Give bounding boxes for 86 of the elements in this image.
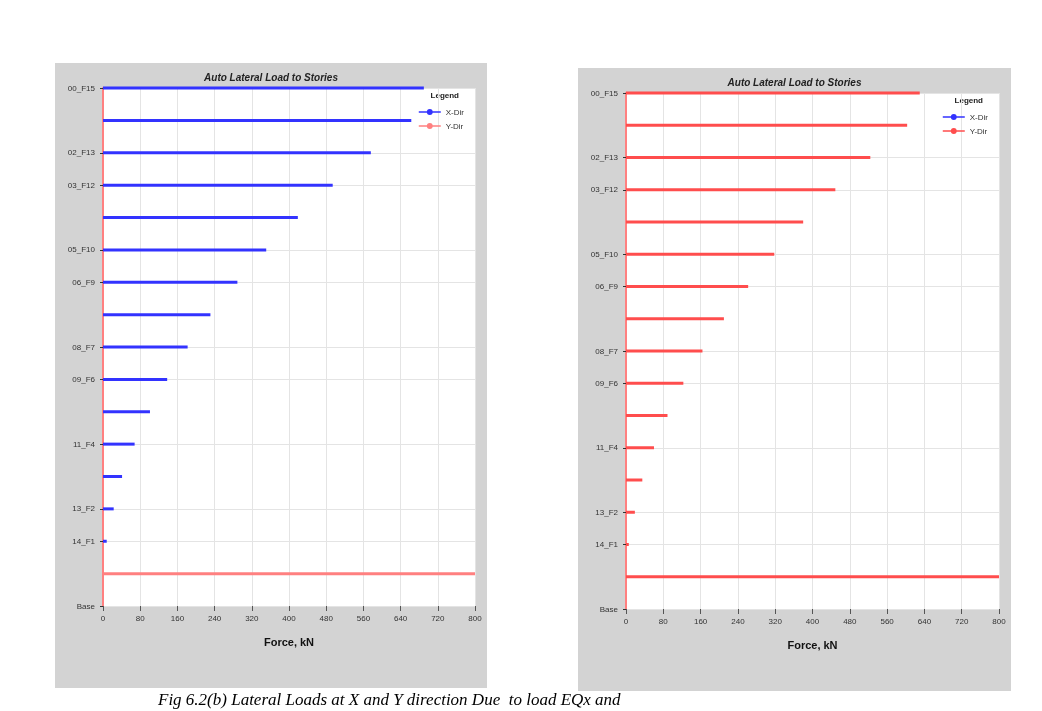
y-tick-label: 14_F1	[595, 540, 619, 549]
y-tick-label: 03_F12	[590, 185, 619, 195]
bar	[103, 507, 114, 511]
bar	[103, 410, 150, 414]
y-tick-label: 02_F13	[67, 148, 96, 158]
bar	[626, 156, 871, 159]
y-tick-label: 14_F1	[72, 536, 96, 546]
caption: Fig 6.2(b) Lateral Loads at X and Y direction Due to load EQx and	[158, 690, 621, 710]
y-tick-label: 02_F13	[590, 153, 619, 162]
bar	[626, 510, 635, 514]
legend-label: X-Dir	[969, 112, 989, 122]
y-tick-label: Base	[76, 601, 96, 611]
x-tick-label: 560	[356, 613, 371, 623]
legend-title: Legend	[430, 90, 460, 100]
x-tick-label: 160	[693, 616, 708, 626]
x-axis-title: Force, kN	[787, 638, 838, 651]
bar	[626, 285, 749, 288]
x-tick-label: 720	[431, 613, 446, 623]
x-tick-label: 240	[731, 616, 746, 626]
bar	[103, 183, 333, 187]
y-tick-label: 03_F12	[67, 180, 96, 190]
y-tick-label: 09_F6	[595, 378, 619, 388]
bar	[626, 381, 684, 385]
x-tick-label: 400	[282, 613, 297, 623]
y-tick-label: 13_F2	[72, 504, 96, 514]
y-tick-label: 08_F7	[595, 346, 619, 356]
bar	[626, 317, 724, 321]
x-tick-label: 320	[245, 613, 260, 623]
legend-label: Y-Dir	[445, 121, 464, 131]
bar	[626, 543, 629, 546]
y-tick-label: 05_F10	[590, 249, 619, 259]
bar	[626, 575, 999, 579]
x-tick-label: 240	[207, 613, 222, 623]
legend-label: X-Dir	[445, 107, 465, 117]
bar	[626, 188, 836, 192]
bar	[103, 118, 412, 122]
x-tick-label: 640	[393, 613, 408, 623]
bar	[626, 414, 668, 417]
x-tick-label: 0	[100, 613, 106, 623]
x-tick-label: 800	[992, 616, 1007, 626]
y-tick-label: 09_F6	[72, 374, 96, 384]
x-tick-label: 800	[468, 613, 483, 623]
y-tick-label: 13_F2	[595, 507, 619, 517]
bar	[626, 478, 643, 482]
x-tick-label: 80	[658, 616, 669, 626]
bar	[626, 252, 775, 256]
bar	[103, 539, 107, 543]
bar	[103, 313, 211, 317]
x-tick-label: 160	[170, 613, 185, 623]
bar	[626, 446, 654, 450]
x-tick-label: 80	[135, 613, 146, 623]
x-tick-label: 400	[805, 616, 820, 626]
bar	[103, 377, 168, 381]
x-tick-label: 0	[623, 616, 629, 626]
bar	[103, 475, 123, 478]
x-tick-label: 560	[880, 616, 895, 626]
bar	[103, 280, 238, 284]
bar	[626, 123, 908, 127]
bar	[103, 442, 135, 446]
y-tick-label: 08_F7	[72, 342, 96, 352]
bar	[103, 216, 298, 219]
y-tick-label: 00_F15	[67, 83, 96, 93]
x-tick-label: 720	[955, 616, 969, 626]
legend-label: Y-Dir	[969, 126, 988, 136]
x-tick-label: 320	[768, 616, 783, 626]
bar	[103, 248, 267, 252]
chart-title: Auto Lateral Load to Stories	[203, 71, 339, 83]
bar	[103, 151, 371, 155]
legend-title: Legend	[954, 95, 984, 105]
y-tick-label: Base	[599, 604, 619, 614]
x-tick-label: 640	[917, 616, 932, 626]
y-tick-label: 00_F15	[590, 88, 619, 98]
bar	[103, 86, 424, 90]
bar	[103, 345, 188, 349]
x-axis-title: Force, kN	[263, 635, 315, 648]
bar	[626, 220, 804, 224]
y-tick-label: 06_F9	[72, 277, 96, 287]
y-tick-label: 11_F4	[72, 439, 96, 449]
y-tick-label: 06_F9	[595, 282, 619, 291]
y-tick-label: 05_F10	[67, 245, 96, 255]
x-tick-label: 480	[319, 613, 334, 623]
x-tick-label: 480	[843, 616, 858, 626]
bar	[626, 349, 703, 353]
y-tick-label: 11_F4	[595, 443, 619, 453]
bar	[626, 91, 920, 95]
chart-title: Auto Lateral Load to Stories	[726, 76, 862, 88]
